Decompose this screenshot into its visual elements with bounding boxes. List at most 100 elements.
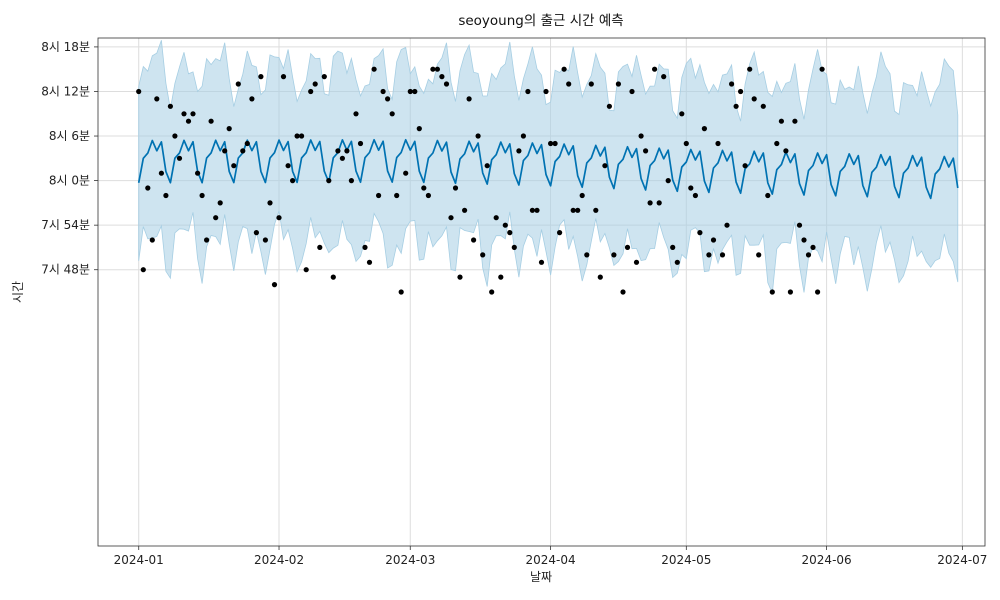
observation-point xyxy=(633,259,640,265)
x-tick-label: 2024-07 xyxy=(937,553,987,567)
observation-point xyxy=(339,155,345,161)
observation-point xyxy=(706,252,712,258)
observation-point xyxy=(204,237,210,243)
observation-point xyxy=(208,118,214,124)
observation-point xyxy=(407,88,413,95)
observation-point xyxy=(548,140,554,147)
observation-point xyxy=(661,74,667,80)
observation-point xyxy=(683,140,689,147)
observation-point xyxy=(579,192,585,199)
y-axis-title: 시간 xyxy=(11,281,25,303)
observation-point xyxy=(810,244,816,250)
observation-point xyxy=(357,140,364,147)
observation-point xyxy=(697,230,703,236)
observation-point xyxy=(498,274,504,280)
observation-point xyxy=(588,81,594,87)
observation-point xyxy=(235,81,241,87)
observation-point xyxy=(267,200,273,206)
observation-point xyxy=(733,103,739,109)
observation-point xyxy=(271,282,278,288)
observation-point xyxy=(335,148,341,154)
observation-point xyxy=(670,244,676,250)
observation-point xyxy=(611,252,617,258)
observation-point xyxy=(643,148,649,154)
observation-point xyxy=(796,222,803,228)
observation-point xyxy=(538,259,545,265)
observation-point xyxy=(557,230,563,236)
observation-point xyxy=(742,163,748,169)
uncertainty-band-area xyxy=(138,40,959,294)
observation-point xyxy=(181,111,187,117)
observation-point xyxy=(294,133,300,139)
observation-point xyxy=(606,103,613,109)
observation-point xyxy=(778,118,785,124)
observation-point xyxy=(787,289,794,295)
observation-point xyxy=(729,81,735,87)
observation-point xyxy=(425,192,431,199)
observation-point xyxy=(380,88,386,95)
observation-point xyxy=(765,192,771,199)
observation-point xyxy=(502,222,508,228)
observation-point xyxy=(412,88,418,95)
observation-point xyxy=(167,103,173,109)
observation-point xyxy=(566,81,572,87)
observation-point xyxy=(484,163,490,169)
observation-point xyxy=(710,237,717,243)
observation-point xyxy=(385,96,391,102)
y-tick-label: 8시 18분 xyxy=(41,40,90,54)
observation-point xyxy=(176,155,183,161)
observation-point xyxy=(154,96,160,102)
observation-point xyxy=(534,207,540,213)
observation-point xyxy=(489,289,495,295)
observation-point xyxy=(376,192,382,199)
observation-point xyxy=(719,252,726,258)
observation-point xyxy=(584,252,590,258)
observation-point xyxy=(602,163,608,169)
observation-point xyxy=(561,66,567,72)
observation-point xyxy=(805,252,812,258)
observation-point xyxy=(416,126,422,132)
observation-point xyxy=(308,88,314,95)
y-tick-label: 8시 6분 xyxy=(49,129,90,143)
observation-point xyxy=(652,66,658,72)
observation-point xyxy=(136,88,142,95)
observation-point xyxy=(575,207,581,213)
observation-point xyxy=(715,140,721,147)
observation-point xyxy=(457,274,463,280)
plot-frame xyxy=(97,37,986,547)
observation-point xyxy=(244,140,250,147)
observation-point xyxy=(317,244,323,250)
observation-point xyxy=(615,81,622,87)
observation-point xyxy=(249,96,255,102)
observation-point xyxy=(724,222,730,228)
observation-point xyxy=(462,207,468,213)
observation-points xyxy=(136,66,825,295)
observation-point xyxy=(747,66,753,72)
observation-point xyxy=(443,81,450,87)
observation-point xyxy=(398,289,404,295)
observation-point xyxy=(738,88,744,95)
observation-point xyxy=(475,133,481,139)
observation-point xyxy=(285,163,291,169)
observation-point xyxy=(448,215,454,221)
observation-point xyxy=(353,111,359,117)
y-axis-ticks: 7시 48분 7시 54분 8시 0분 8시 6분 8시 12분 8시 18분 xyxy=(41,40,98,277)
observation-point xyxy=(348,178,354,184)
observation-point xyxy=(819,66,825,72)
observation-point xyxy=(801,237,807,243)
observation-point xyxy=(620,289,626,295)
observation-point xyxy=(638,133,644,139)
observation-point xyxy=(330,274,336,280)
observation-point xyxy=(774,140,780,147)
observation-point xyxy=(783,148,789,154)
x-axis-title: 날짜 xyxy=(530,570,552,584)
observation-point xyxy=(231,163,237,169)
observation-point xyxy=(213,215,219,221)
x-tick-label: 2024-05 xyxy=(661,553,711,567)
observation-point xyxy=(371,66,377,72)
observation-point xyxy=(471,237,477,243)
observation-point xyxy=(195,170,201,176)
y-tick-label: 7시 54분 xyxy=(41,218,90,232)
observation-point xyxy=(326,178,332,184)
observation-point xyxy=(321,74,327,80)
